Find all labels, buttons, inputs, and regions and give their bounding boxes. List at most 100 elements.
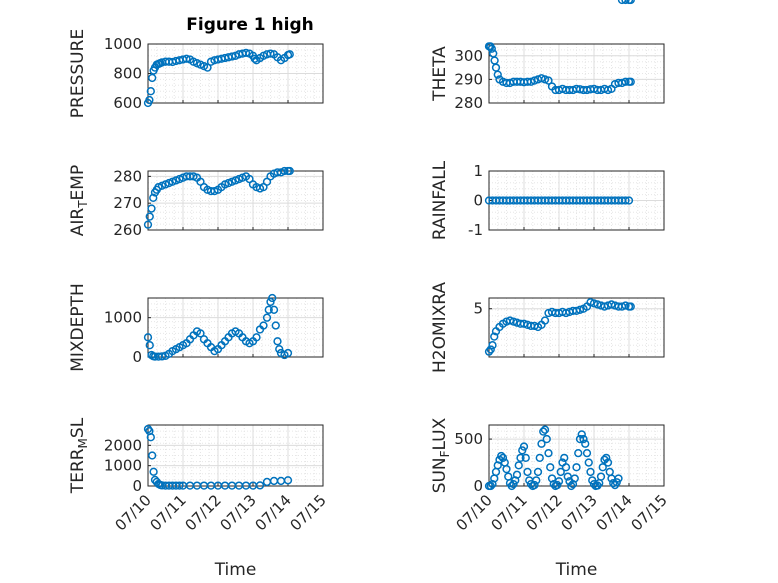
y-tick-label: 0 — [132, 477, 142, 495]
data-point — [603, 458, 613, 467]
data-point — [203, 63, 212, 72]
x-axis-label: Time — [555, 560, 598, 580]
data-point — [542, 434, 551, 444]
y-tick-label: 800 — [113, 65, 142, 83]
data-point — [579, 434, 588, 444]
x-tick-label: 07/14 — [593, 491, 636, 534]
data-point — [540, 425, 550, 434]
x-axis-label: Time — [214, 560, 257, 580]
data-point — [560, 453, 569, 462]
x-tick-label: 07/10 — [112, 491, 155, 534]
data-point — [561, 308, 571, 318]
y-tick-label: -1 — [468, 221, 483, 239]
data-point — [589, 299, 599, 308]
data-point — [252, 333, 261, 342]
data-point — [280, 166, 289, 176]
data-point — [582, 449, 592, 458]
data-point — [269, 476, 279, 486]
y-tick-label: 300 — [454, 47, 483, 65]
data-point — [535, 453, 544, 462]
data-point — [598, 463, 607, 472]
data-point — [486, 345, 495, 354]
y-tick-label: 280 — [113, 167, 142, 185]
data-point — [504, 472, 513, 481]
data-point — [570, 474, 579, 483]
data-point — [497, 451, 506, 461]
data-point — [488, 341, 497, 350]
data-point — [275, 344, 284, 354]
data-point — [539, 427, 548, 436]
data-point — [521, 453, 530, 462]
data-point — [266, 297, 275, 307]
axes-box — [488, 43, 665, 104]
data-point — [621, 77, 630, 86]
data-point — [577, 430, 586, 439]
data-point — [526, 479, 536, 489]
data-point — [255, 481, 265, 490]
data-point — [554, 477, 564, 486]
data-point — [514, 461, 523, 470]
y-tick-label: 1000 — [104, 457, 142, 475]
y-tick-label: 1000 — [104, 309, 142, 327]
axes-box — [147, 170, 324, 231]
data-point — [148, 451, 157, 460]
data-point — [250, 54, 259, 63]
data-point — [283, 476, 293, 485]
data-point — [537, 439, 546, 448]
data-point — [490, 56, 499, 65]
data-point — [285, 166, 294, 176]
data-point — [602, 453, 611, 462]
x-tick-label: 07/10 — [453, 491, 496, 534]
y-axis-label: H2OMIXRA — [430, 282, 450, 373]
subplot-7: 010002000TERRMSL07/1007/1107/1207/1307/1… — [68, 417, 330, 580]
subplot-6: 5 H2OMIXRA — [430, 282, 665, 373]
data-point — [586, 298, 595, 307]
data-point — [607, 300, 616, 309]
data-point — [575, 305, 585, 314]
data-point — [147, 204, 156, 213]
data-point — [581, 439, 590, 448]
data-point — [626, 0, 635, 5]
y-axis-label: AIRTEMP — [68, 165, 90, 236]
y-tick-label: 0 — [473, 477, 483, 495]
y-tick-label: 260 — [113, 221, 142, 239]
data-point — [146, 87, 155, 96]
x-tick-label: 07/11 — [147, 491, 190, 534]
data-point — [544, 76, 553, 85]
y-tick-label: 290 — [454, 70, 483, 88]
data-point — [502, 464, 511, 474]
data-point — [493, 70, 502, 79]
data-point — [268, 293, 277, 303]
data-point — [600, 302, 609, 311]
y-axis-label: PRESSURE — [68, 29, 88, 118]
y-tick-label: 280 — [454, 94, 483, 112]
data-point — [143, 333, 153, 342]
y-axis-label: TERRMSL — [68, 417, 90, 494]
data-point — [262, 477, 272, 487]
data-point — [259, 321, 268, 330]
y-tick-label: 0 — [473, 192, 483, 210]
axes-box — [147, 297, 324, 358]
data-point — [507, 481, 516, 491]
y-axis-label: SUNFLUX — [430, 417, 452, 493]
data-point — [149, 193, 158, 202]
data-point — [626, 302, 635, 311]
data-point — [609, 479, 618, 488]
y-axis-label: MIXDEPTH — [68, 283, 88, 372]
data-point — [182, 54, 191, 63]
subplot-3: 260 270 280 AIRTEMP — [68, 165, 324, 239]
data-point — [227, 52, 237, 61]
data-point — [143, 220, 153, 229]
y-tick-label: 1 — [473, 162, 483, 180]
data-point — [516, 453, 525, 462]
x-tick-label: 07/12 — [182, 491, 225, 534]
data-point — [617, 0, 627, 5]
data-point — [530, 480, 539, 490]
x-tick-label: 07/14 — [252, 491, 295, 534]
data-point — [556, 467, 565, 477]
data-point — [512, 470, 522, 479]
x-tick-label: 07/12 — [523, 491, 566, 534]
data-point — [283, 348, 293, 358]
